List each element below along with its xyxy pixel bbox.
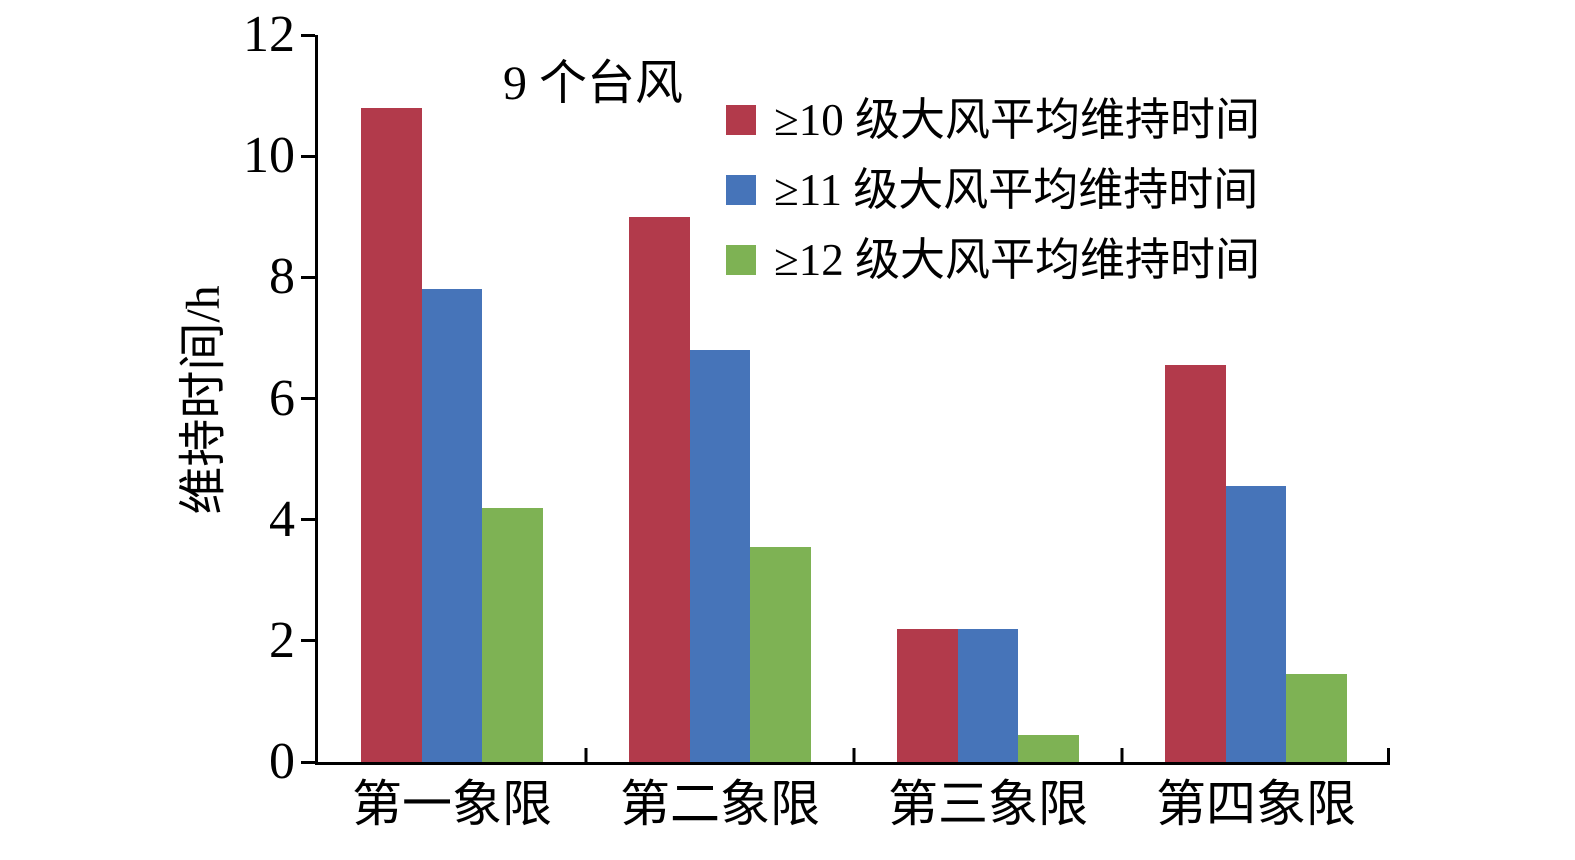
bar [689, 350, 751, 762]
bar [1286, 674, 1348, 762]
bar-group [318, 35, 586, 762]
legend-label: ≥12 级大风平均维持时间 [774, 235, 1260, 285]
y-tick-mark [301, 154, 315, 158]
x-tick-mark [1387, 748, 1390, 762]
y-tick-label: 0 [269, 733, 295, 790]
x-category-label: 第一象限 [352, 776, 552, 832]
x-tick-mark [852, 748, 856, 762]
bar-groups [318, 35, 1390, 762]
y-tick-label: 10 [243, 127, 295, 185]
plot-area: 9 个台风 ≥10 级大风平均维持时间 ≥11 级大风平均维持时间 ≥12 级大风平… [243, 7, 1390, 832]
chart-annotation: 9 个台风 [503, 57, 684, 110]
bar [482, 507, 544, 762]
legend-swatch [726, 105, 756, 135]
y-tick-label: 4 [269, 490, 295, 548]
x-category-label: 第三象限 [888, 776, 1088, 832]
legend-entry: ≥11 级大风平均维持时间 [726, 163, 1260, 217]
bar [1018, 734, 1080, 762]
legend-label: ≥10 级大风平均维持时间 [774, 95, 1260, 145]
bar-group [1122, 35, 1390, 762]
legend-entry: ≥10 级大风平均维持时间 [726, 93, 1260, 147]
x-tick-mark [1120, 748, 1124, 762]
y-tick-mark [301, 518, 315, 522]
y-tick-mark [301, 639, 315, 643]
y-tick-label: 2 [269, 611, 295, 669]
y-tick-mark [301, 33, 315, 37]
bar [421, 289, 483, 762]
bar [1164, 365, 1226, 762]
bar-group [586, 35, 854, 762]
bar [896, 628, 958, 762]
legend-entry: ≥12 级大风平均维持时间 [726, 233, 1260, 287]
legend: ≥10 级大风平均维持时间 ≥11 级大风平均维持时间 ≥12 级大风平均维持时间 [726, 93, 1260, 287]
x-category-label: 第二象限 [620, 776, 820, 832]
bar [1225, 486, 1287, 762]
legend-swatch [726, 245, 756, 275]
x-tick-mark [584, 748, 588, 762]
y-tick-mark [301, 760, 315, 764]
bar [628, 216, 690, 762]
y-tick-mark [301, 275, 315, 279]
y-tick-label: 6 [269, 369, 295, 427]
x-category-label: 第四象限 [1156, 776, 1356, 832]
y-tick-label: 8 [269, 248, 295, 306]
bar-group [854, 35, 1122, 762]
bar [957, 628, 1019, 762]
legend-swatch [726, 175, 756, 205]
bar [750, 546, 812, 762]
y-tick-mark [301, 397, 315, 400]
y-tick-label: 12 [243, 6, 295, 63]
bar [360, 107, 422, 762]
legend-label: ≥11 级大风平均维持时间 [774, 165, 1259, 215]
